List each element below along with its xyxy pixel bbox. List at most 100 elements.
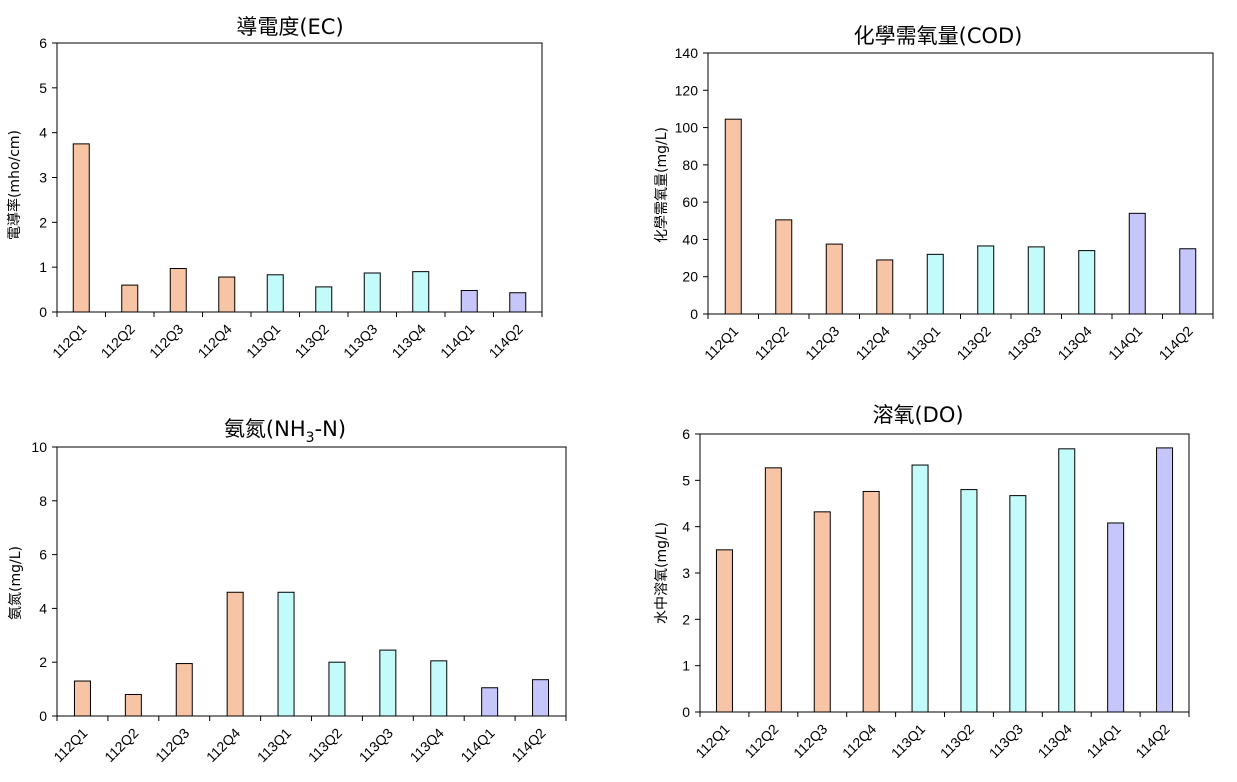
x-tick-label: 112Q2 [101,725,141,765]
bar-113Q1 [911,464,929,713]
x-tick-label: 114Q1 [437,321,477,361]
y-tick-label: 3 [39,170,47,186]
x-tick-label: 112Q4 [195,321,235,361]
x-tick-label: 112Q4 [203,725,243,765]
plot-frame [56,42,543,313]
y-tick-label: 80 [682,157,698,173]
y-axis-label: 氨氮(mg/L) [8,546,24,620]
x-tick-label: 114Q2 [508,725,548,765]
y-tick-label: 4 [682,519,690,535]
x-tick-label: 112Q3 [152,725,192,765]
bar-114Q2 [532,679,550,717]
chart-title: 導電度(EC) [236,15,343,39]
x-tick-label: 113Q1 [254,725,294,765]
bar-113Q4 [430,660,448,717]
bar-112Q3 [825,243,843,315]
bar-112Q4 [862,490,880,713]
bar-113Q2 [977,245,995,315]
bar-114Q2 [509,292,527,313]
y-tick-label: 6 [39,547,47,563]
x-tick-label: 113Q1 [243,321,283,361]
bar-114Q1 [481,687,499,717]
x-tick-label: 112Q4 [853,323,893,363]
y-tick-label: 4 [39,600,47,616]
y-tick-label: 60 [682,194,698,210]
bar-112Q2 [121,284,139,313]
x-tick-label: 112Q1 [50,725,90,765]
x-tick-label: 113Q4 [1055,323,1095,363]
bar-114Q1 [460,289,478,313]
y-tick-label: 2 [682,611,690,627]
x-tick-label: 114Q2 [486,321,526,361]
bar-113Q1 [266,274,284,313]
y-tick-label: 6 [682,426,690,442]
x-tick-label: 113Q3 [986,721,1026,761]
bar-113Q2 [315,286,333,313]
y-tick-label: 0 [39,708,47,724]
bar-112Q1 [715,549,733,713]
bar-112Q1 [73,680,91,717]
bar-113Q4 [1058,448,1076,713]
bar-112Q4 [226,591,244,717]
x-tick-label: 112Q3 [146,321,186,361]
x-tick-label: 112Q3 [790,721,830,761]
y-tick-label: 3 [682,565,690,581]
bar-113Q1 [277,591,295,717]
bar-112Q1 [72,143,90,313]
x-tick-label: 112Q1 [692,721,732,761]
y-tick-label: 20 [682,269,698,285]
y-tick-label: 2 [39,214,47,230]
bar-113Q2 [328,661,346,717]
x-tick-label: 113Q3 [1004,323,1044,363]
y-tick-label: 2 [39,654,47,670]
x-tick-label: 113Q2 [305,725,345,765]
x-tick-label: 112Q3 [802,323,842,363]
bar-112Q4 [218,276,236,313]
y-tick-label: 0 [690,306,698,322]
bar-114Q2 [1179,248,1197,315]
bar-112Q3 [813,511,831,713]
bar-113Q3 [363,272,381,313]
x-tick-label: 113Q3 [340,321,380,361]
bar-113Q4 [1078,250,1096,315]
bar-112Q3 [175,663,193,717]
x-tick-label: 112Q1 [49,321,89,361]
x-tick-label: 113Q1 [888,721,928,761]
chart-title-subscript: 3 [306,430,315,446]
x-tick-label: 113Q2 [937,721,977,761]
bar-112Q3 [169,268,187,313]
x-tick-label: 113Q4 [1035,721,1075,761]
y-tick-label: 10 [31,439,47,455]
y-tick-label: 120 [675,82,699,98]
y-axis-label: 水中溶氧(mg/L) [654,522,670,624]
x-tick-label: 114Q2 [1156,323,1196,363]
plot-frame [56,446,567,717]
x-tick-label: 113Q2 [292,321,332,361]
y-tick-label: 4 [39,125,47,141]
y-tick-label: 40 [682,231,698,247]
bar-112Q2 [775,219,793,315]
y-tick-label: 8 [39,493,47,509]
chart-title-rest: -N) [315,417,346,441]
bar-113Q3 [1009,495,1027,713]
chart-title: 化學需氧量(COD) [854,24,1023,48]
bar-113Q3 [1027,246,1045,315]
x-tick-label: 113Q4 [389,321,429,361]
y-tick-label: 5 [39,80,47,96]
y-tick-label: 0 [682,704,690,720]
y-tick-label: 140 [675,45,699,61]
chart-title-main: 氨氮(NH [224,417,306,441]
x-tick-label: 114Q1 [1105,323,1145,363]
y-axis-label: 化學需氧量(mg/L) [654,127,670,243]
chart-title: 溶氧(DO) [872,403,963,427]
bar-113Q1 [926,253,944,315]
bar-112Q1 [724,118,742,315]
x-tick-label: 112Q2 [752,323,792,363]
x-tick-label: 114Q1 [457,725,497,765]
bar-112Q2 [124,693,142,717]
y-axis-label: 電導率(mho/cm) [6,130,23,240]
bar-114Q1 [1107,522,1125,713]
bar-113Q3 [379,649,397,717]
